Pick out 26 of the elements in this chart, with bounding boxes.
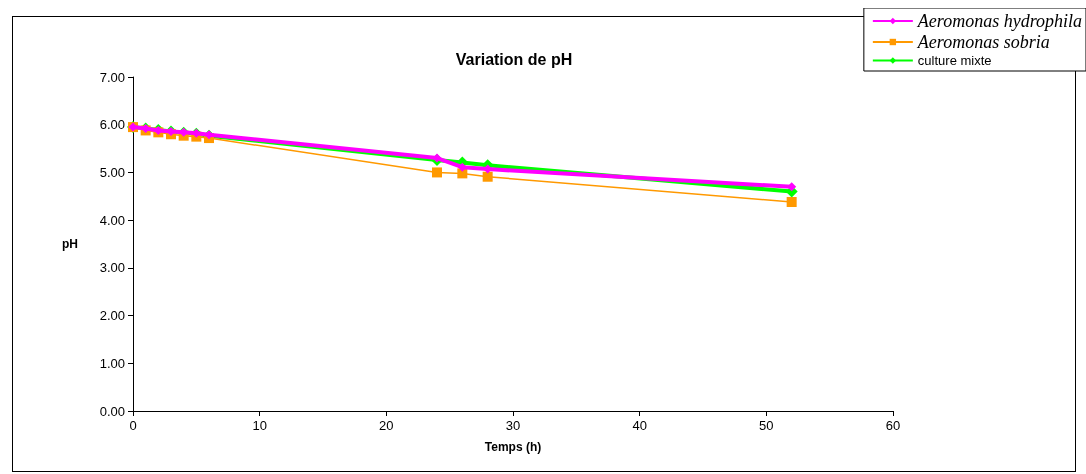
- y-axis-title: pH: [62, 237, 78, 251]
- y-tick-label: 6.00: [99, 117, 125, 133]
- legend-label: culture mixte: [917, 53, 992, 68]
- point: [457, 162, 467, 172]
- y-tick-label: 1.00: [99, 355, 125, 371]
- point: [432, 167, 442, 178]
- x-tick-label: 0: [129, 418, 137, 433]
- y-tick-label: 4.00: [99, 212, 125, 228]
- x-tick-label: 30: [505, 418, 521, 433]
- legend-label: Aeromonas sobria: [916, 32, 1050, 52]
- point: [786, 197, 797, 208]
- x-tick-label: 10: [252, 418, 267, 433]
- y-tick-label: 0.00: [99, 403, 125, 419]
- point: [482, 171, 493, 182]
- y-tick-label: 2.00: [99, 308, 125, 324]
- x-axis-title: Temps (h): [484, 440, 542, 454]
- legend-label: Aeromonas hydrophila: [916, 11, 1082, 31]
- y-tick-label: 5.00: [99, 164, 125, 180]
- y-tick-label: 3.00: [99, 260, 125, 276]
- x-tick-label: 40: [632, 418, 647, 433]
- y-tick-label: 7.00: [99, 69, 125, 85]
- chart-title: Variation de pH: [455, 50, 573, 68]
- point: [787, 182, 797, 192]
- x-tick-label: 20: [379, 418, 394, 433]
- x-tick-label: 50: [759, 418, 774, 433]
- x-tick-label: 60: [885, 418, 901, 433]
